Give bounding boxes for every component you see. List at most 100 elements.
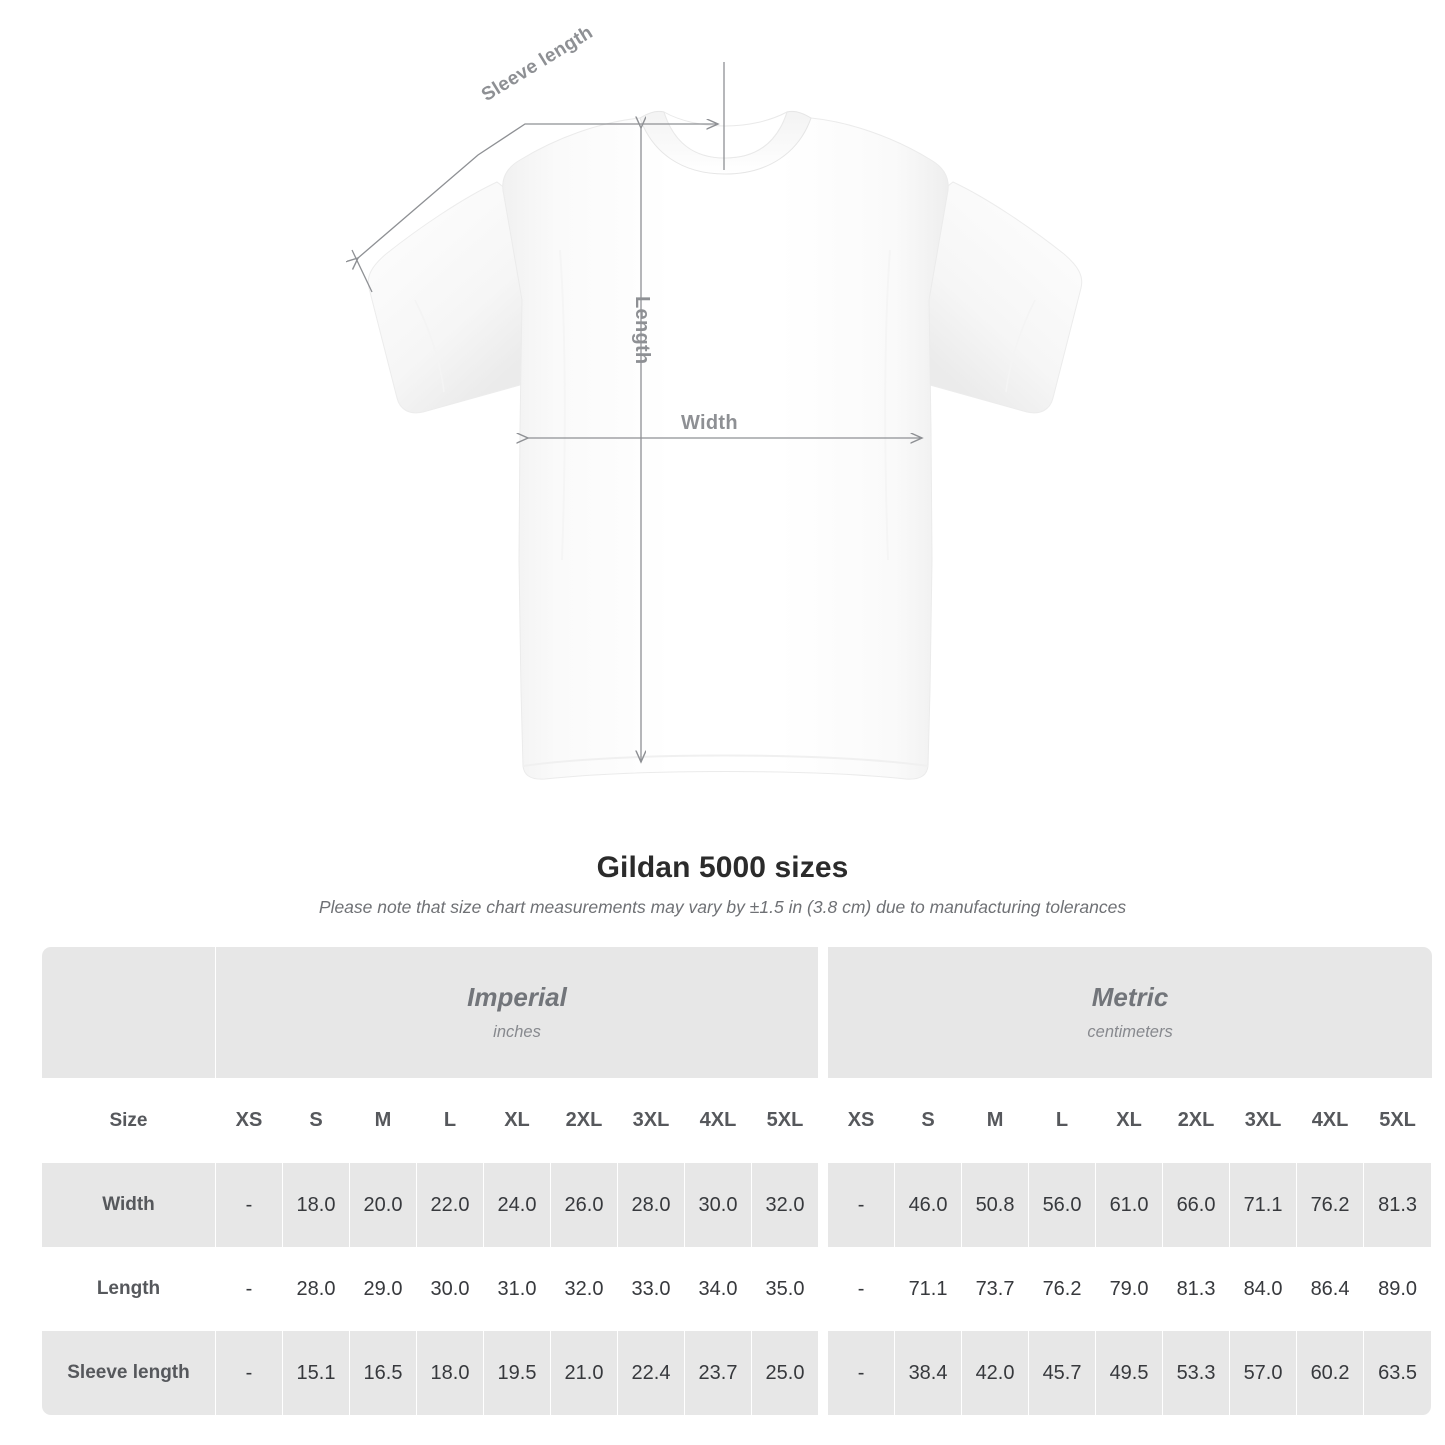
cell-width-imperial-S: 18.0 [283, 1163, 350, 1247]
unit-header-row: Imperial inches Metric centimeters [42, 947, 1433, 1078]
table-row: Sleeve length -15.1 16.5 18.0 19.5 21.0 22.4 23… [42, 1331, 1433, 1415]
size-header-imperial-L: L [417, 1078, 484, 1163]
cell-sleeve-length-metric-L: 45.7 [1029, 1331, 1097, 1415]
cell-sleeve-length-imperial-XS: - [216, 1331, 283, 1415]
cell-sleeve-length-metric-XS: - [828, 1331, 896, 1415]
size-guide-diagram: Sleeve length Length Width [0, 21, 1083, 780]
cell-length-imperial-XL: 31.0 [484, 1247, 551, 1331]
cell-width-imperial-5XL: 32.0 [752, 1163, 820, 1247]
tolerance-note: Please note that size chart measurements… [318, 897, 1127, 917]
length-label: Length [631, 296, 653, 365]
cell-sleeve-length-metric-5XL: 63.5 [1364, 1331, 1433, 1415]
cell-width-metric-2XL: 66.0 [1163, 1163, 1231, 1247]
cell-length-metric-L: 76.2 [1029, 1247, 1097, 1331]
size-section-divider [819, 1078, 829, 1163]
shirt-shape [367, 110, 1083, 780]
cell-sleeve-length-imperial-4XL: 23.7 [685, 1331, 752, 1415]
cell-width-imperial-3XL: 28.0 [618, 1163, 685, 1247]
table-row: Width -18.0 20.0 22.0 24.0 26.0 28.0 30.0 32.0-4… [42, 1163, 1433, 1247]
unit-subtitle: inches [493, 1023, 541, 1042]
unit-section-divider [819, 947, 829, 1078]
cell-length-metric-2XL: 81.3 [1163, 1247, 1231, 1331]
row-section-divider [819, 1331, 829, 1415]
cell-length-imperial-4XL: 34.0 [685, 1247, 752, 1331]
cell-sleeve-length-imperial-L: 18.0 [417, 1331, 484, 1415]
cell-width-imperial-2XL: 26.0 [551, 1163, 618, 1247]
cell-length-metric-XL: 79.0 [1096, 1247, 1164, 1331]
cell-length-metric-5XL: 89.0 [1364, 1247, 1433, 1331]
cell-sleeve-length-imperial-S: 15.1 [283, 1331, 350, 1415]
cell-sleeve-length-metric-3XL: 57.0 [1230, 1331, 1298, 1415]
cell-sleeve-length-imperial-M: 16.5 [350, 1331, 417, 1415]
cell-sleeve-length-metric-2XL: 53.3 [1163, 1331, 1231, 1415]
size-header-imperial-4XL: 4XL [685, 1078, 752, 1163]
row-label-width: Width [42, 1163, 216, 1247]
size-header-metric-XS: XS [828, 1078, 896, 1163]
cell-length-imperial-5XL: 35.0 [752, 1247, 820, 1331]
cell-width-metric-L: 56.0 [1029, 1163, 1097, 1247]
row-label-sleeve-length: Sleeve length [42, 1331, 216, 1415]
size-header-metric-XL: XL [1096, 1078, 1164, 1163]
size-header-imperial-S: S [283, 1078, 350, 1163]
cell-sleeve-length-metric-M: 42.0 [962, 1331, 1030, 1415]
row-section-divider [819, 1247, 829, 1331]
unit-name: Metric [1091, 982, 1169, 1013]
size-header-metric-2XL: 2XL [1163, 1078, 1231, 1163]
unit-header-metric: Metric centimeters [828, 947, 1433, 1078]
cell-width-imperial-M: 20.0 [350, 1163, 417, 1247]
cell-width-metric-3XL: 71.1 [1230, 1163, 1298, 1247]
unit-subtitle: centimeters [1087, 1023, 1173, 1042]
size-header-imperial-2XL: 2XL [551, 1078, 618, 1163]
cell-length-imperial-XS: - [216, 1247, 283, 1331]
tshirt-illustration [0, 62, 1083, 780]
size-header-imperial-XL: XL [484, 1078, 551, 1163]
cell-length-imperial-M: 29.0 [350, 1247, 417, 1331]
unit-name: Imperial [467, 982, 567, 1013]
page-title: Gildan 5000 sizes [596, 851, 849, 884]
row-section-divider [819, 1163, 829, 1247]
size-header-metric-5XL: 5XL [1364, 1078, 1433, 1163]
size-header-imperial-5XL: 5XL [752, 1078, 820, 1163]
size-header-metric-S: S [895, 1078, 963, 1163]
cell-sleeve-length-imperial-5XL: 25.0 [752, 1331, 820, 1415]
size-header-metric-4XL: 4XL [1297, 1078, 1365, 1163]
size-header-imperial-XS: XS [216, 1078, 283, 1163]
cell-width-metric-XL: 61.0 [1096, 1163, 1164, 1247]
size-header-metric-3XL: 3XL [1230, 1078, 1298, 1163]
cell-width-imperial-XS: - [216, 1163, 283, 1247]
cell-length-imperial-S: 28.0 [283, 1247, 350, 1331]
cell-sleeve-length-metric-XL: 49.5 [1096, 1331, 1164, 1415]
cell-sleeve-length-metric-4XL: 60.2 [1297, 1331, 1365, 1415]
size-header-imperial-3XL: 3XL [618, 1078, 685, 1163]
width-label: Width [681, 412, 738, 434]
cell-width-metric-4XL: 76.2 [1297, 1163, 1365, 1247]
cell-width-imperial-XL: 24.0 [484, 1163, 551, 1247]
size-header-label: Size [42, 1078, 216, 1163]
size-header-row: Size XS S M L XL 2XL 3XL 4XL 5XL XS S M L XL 2XL 3XL 4XL 5… [42, 1078, 1433, 1163]
cell-length-imperial-L: 30.0 [417, 1247, 484, 1331]
cell-sleeve-length-metric-S: 38.4 [895, 1331, 963, 1415]
cell-width-metric-XS: - [828, 1163, 896, 1247]
size-header-metric-M: M [962, 1078, 1030, 1163]
cell-length-metric-XS: - [828, 1247, 896, 1331]
size-header-metric-L: L [1029, 1078, 1097, 1163]
table-row: Length -28.0 29.0 30.0 31.0 32.0 33.0 34.0 35.0-… [42, 1247, 1433, 1331]
cell-length-imperial-2XL: 32.0 [551, 1247, 618, 1331]
cell-length-metric-3XL: 84.0 [1230, 1247, 1298, 1331]
cell-width-metric-5XL: 81.3 [1364, 1163, 1433, 1247]
unit-row-spacer [42, 947, 216, 1078]
cell-sleeve-length-imperial-2XL: 21.0 [551, 1331, 618, 1415]
cell-length-metric-M: 73.7 [962, 1247, 1030, 1331]
size-header-imperial-M: M [350, 1078, 417, 1163]
row-label-length: Length [42, 1247, 216, 1331]
size-chart-table: Imperial inches Metric centimeters Size XS S M L… [42, 947, 1433, 1415]
unit-header-imperial: Imperial inches [216, 947, 820, 1078]
cell-sleeve-length-imperial-XL: 19.5 [484, 1331, 551, 1415]
cell-width-metric-S: 46.0 [895, 1163, 963, 1247]
cell-length-metric-S: 71.1 [895, 1247, 963, 1331]
cell-width-metric-M: 50.8 [962, 1163, 1030, 1247]
cell-length-metric-4XL: 86.4 [1297, 1247, 1365, 1331]
cell-sleeve-length-imperial-3XL: 22.4 [618, 1331, 685, 1415]
cell-length-imperial-3XL: 33.0 [618, 1247, 685, 1331]
cell-width-imperial-L: 22.0 [417, 1163, 484, 1247]
